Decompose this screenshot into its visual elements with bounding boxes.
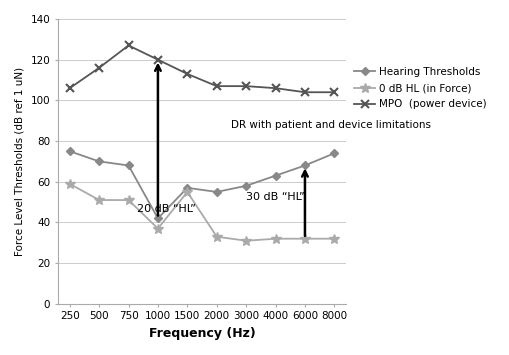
MPO  (power device)	[272, 86, 278, 90]
Hearing Thresholds	[155, 216, 161, 220]
0 dB HL (in Force)	[302, 236, 308, 241]
0 dB HL (in Force)	[331, 236, 337, 241]
Hearing Thresholds	[184, 186, 190, 190]
Line: 0 dB HL (in Force): 0 dB HL (in Force)	[65, 179, 339, 246]
MPO  (power device)	[67, 86, 73, 90]
MPO  (power device)	[125, 43, 131, 48]
0 dB HL (in Force)	[125, 198, 131, 202]
MPO  (power device)	[331, 90, 337, 94]
0 dB HL (in Force)	[243, 239, 249, 243]
MPO  (power device)	[243, 84, 249, 88]
Hearing Thresholds	[125, 163, 131, 168]
0 dB HL (in Force)	[214, 235, 220, 239]
MPO  (power device)	[184, 72, 190, 76]
0 dB HL (in Force)	[155, 226, 161, 231]
Hearing Thresholds	[214, 190, 220, 194]
MPO  (power device)	[302, 90, 308, 94]
Hearing Thresholds	[243, 184, 249, 188]
0 dB HL (in Force)	[184, 190, 190, 194]
Hearing Thresholds	[96, 159, 102, 164]
Text: 30 dB “HL”: 30 dB “HL”	[246, 192, 305, 202]
Legend: Hearing Thresholds, 0 dB HL (in Force), MPO  (power device): Hearing Thresholds, 0 dB HL (in Force), …	[354, 67, 487, 109]
MPO  (power device)	[155, 58, 161, 62]
Hearing Thresholds	[272, 174, 278, 178]
0 dB HL (in Force)	[67, 182, 73, 186]
Line: MPO  (power device): MPO (power device)	[66, 41, 338, 97]
Y-axis label: Force Level Thresholds (dB ref 1 uN): Force Level Thresholds (dB ref 1 uN)	[15, 67, 25, 256]
Hearing Thresholds	[67, 149, 73, 153]
Line: Hearing Thresholds: Hearing Thresholds	[67, 148, 337, 222]
0 dB HL (in Force)	[96, 198, 102, 202]
Text: DR with patient and device limitations: DR with patient and device limitations	[232, 120, 432, 130]
MPO  (power device)	[96, 66, 102, 70]
Hearing Thresholds	[302, 163, 308, 168]
0 dB HL (in Force)	[272, 236, 278, 241]
X-axis label: Frequency (Hz): Frequency (Hz)	[149, 327, 256, 340]
Hearing Thresholds	[331, 151, 337, 155]
MPO  (power device)	[214, 84, 220, 88]
Text: 20 dB “HL”: 20 dB “HL”	[137, 204, 196, 214]
